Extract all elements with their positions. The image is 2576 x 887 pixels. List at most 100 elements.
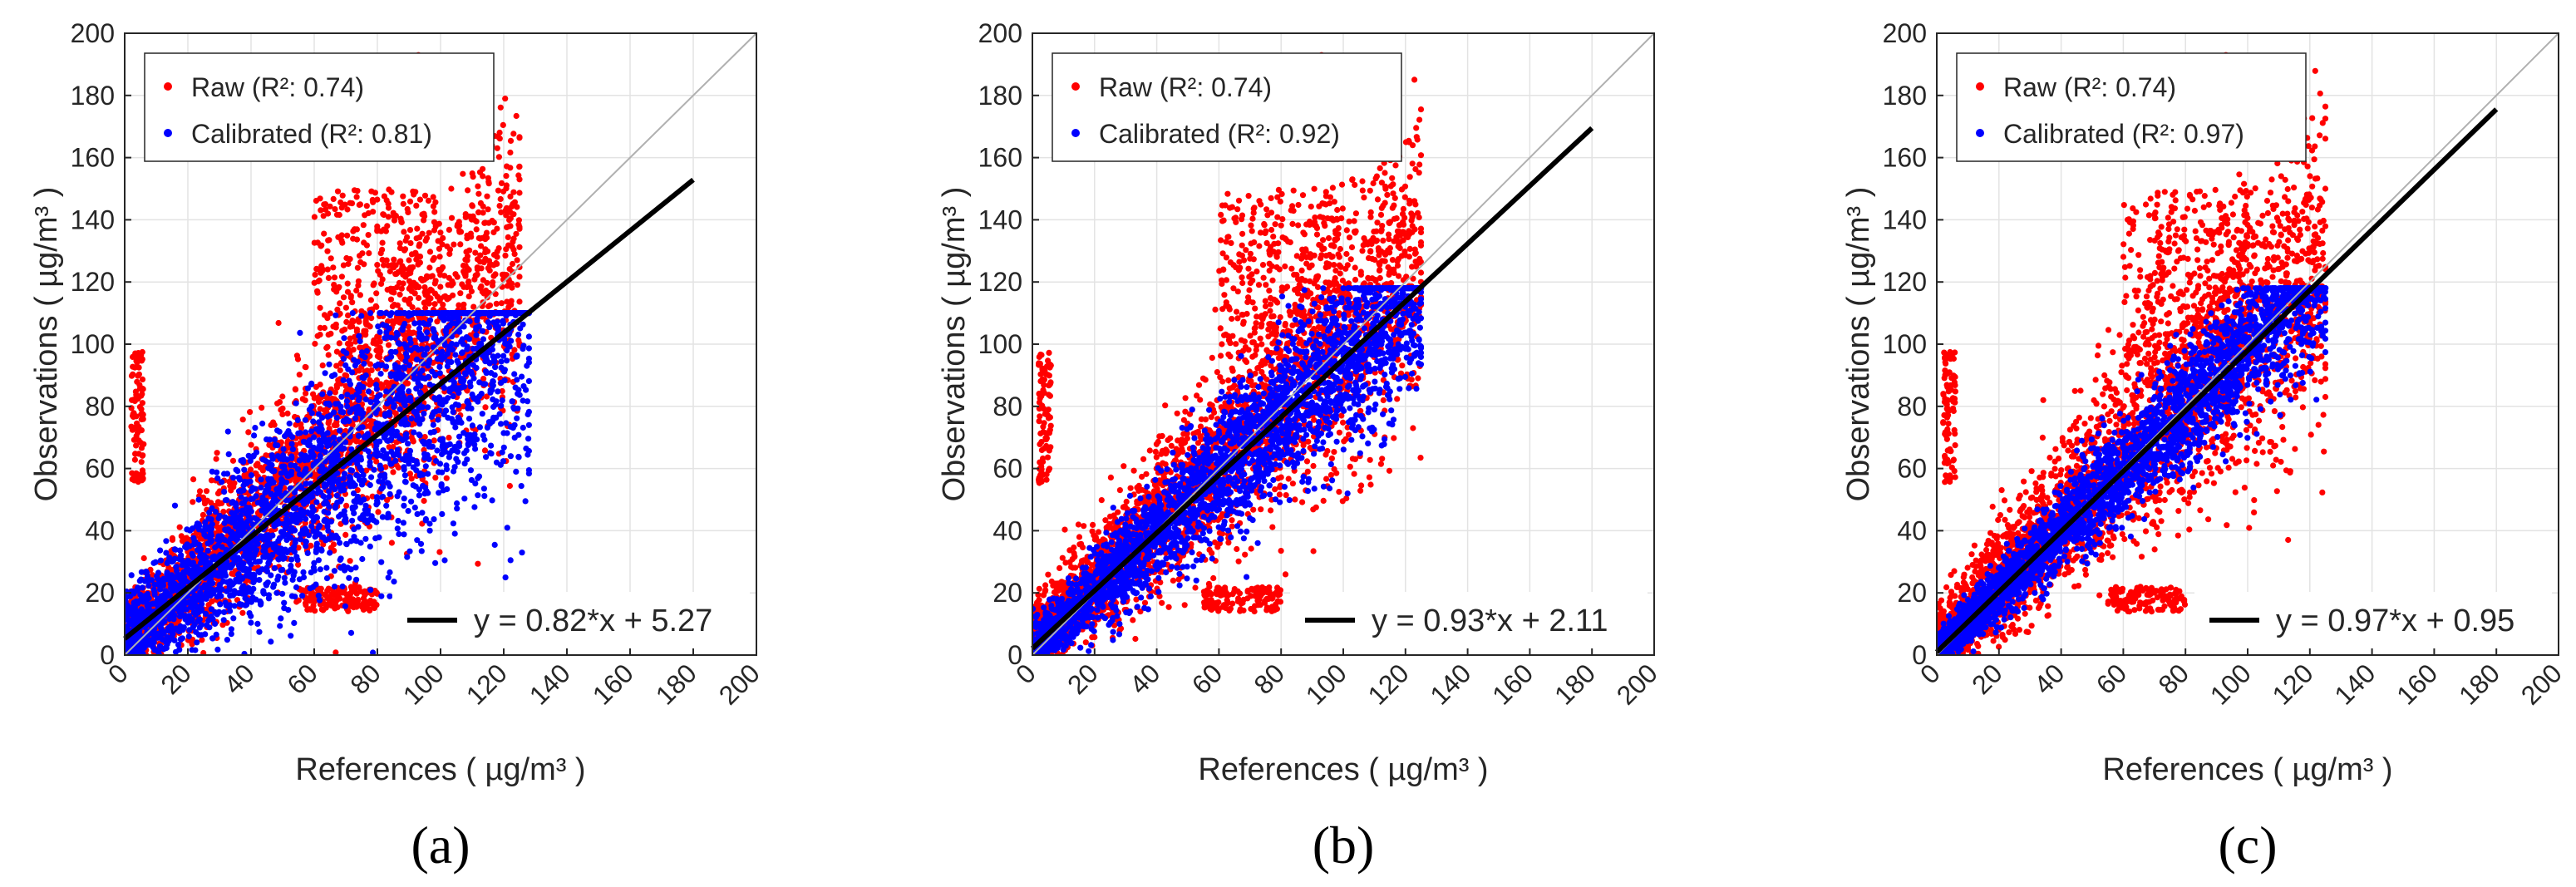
raw-point — [485, 248, 491, 254]
raw-point — [190, 476, 197, 483]
raw-point — [516, 190, 523, 196]
raw-point — [373, 377, 380, 383]
raw-point — [444, 296, 451, 303]
raw-point — [448, 282, 455, 288]
raw-point — [352, 338, 359, 345]
raw-point — [304, 606, 311, 614]
raw-point — [377, 271, 383, 278]
calibrated-point — [277, 623, 283, 629]
raw-point — [484, 193, 490, 200]
raw-point — [389, 318, 396, 325]
calibrated-point — [396, 489, 402, 495]
calibrated-point — [293, 400, 299, 407]
raw-point — [199, 511, 206, 519]
calibrated-point — [138, 569, 145, 575]
raw-point — [336, 589, 342, 596]
raw-point — [203, 488, 210, 495]
raw-point — [472, 249, 479, 256]
raw-point — [332, 599, 339, 605]
raw-point — [480, 277, 487, 283]
raw-point — [140, 386, 146, 392]
calibrated-point — [469, 422, 476, 429]
raw-point — [421, 284, 428, 291]
raw-point — [220, 508, 227, 515]
calibrated-point — [396, 406, 403, 412]
calibrated-point — [288, 441, 295, 447]
calibrated-point — [239, 456, 246, 463]
raw-point — [314, 289, 321, 296]
raw-point — [189, 641, 195, 648]
raw-point — [358, 308, 365, 314]
calibrated-point — [406, 388, 412, 395]
calibrated-point — [300, 574, 308, 581]
calibrated-point — [401, 502, 407, 509]
calibrated-point — [421, 411, 427, 417]
raw-point — [138, 474, 145, 480]
raw-point — [327, 595, 333, 603]
calibrated-point — [515, 405, 521, 411]
raw-point — [354, 487, 361, 494]
raw-point — [510, 235, 517, 242]
raw-point — [508, 302, 515, 308]
raw-point — [361, 328, 367, 334]
raw-point — [338, 232, 345, 239]
raw-point — [401, 296, 408, 303]
calibrated-point — [411, 320, 418, 327]
raw-point — [169, 536, 176, 544]
raw-point — [451, 241, 457, 248]
raw-point — [374, 223, 381, 229]
raw-point — [431, 219, 438, 225]
raw-point — [510, 131, 517, 137]
raw-point — [336, 340, 342, 347]
raw-point — [357, 253, 363, 259]
calibrated-point — [238, 488, 245, 495]
raw-point — [279, 405, 286, 411]
calibrated-point — [401, 472, 408, 479]
calibrated-point — [279, 590, 286, 597]
raw-point — [357, 259, 364, 265]
raw-point — [401, 336, 408, 342]
raw-point — [303, 600, 309, 607]
raw-point — [474, 271, 480, 278]
calibrated-point — [426, 527, 433, 534]
calibrated-point — [470, 362, 477, 368]
calibrated-point — [327, 390, 333, 397]
calibrated-point — [338, 393, 345, 400]
raw-point — [406, 257, 412, 264]
raw-point — [131, 456, 138, 463]
raw-point — [317, 268, 323, 274]
raw-point — [437, 229, 444, 236]
raw-point — [335, 284, 342, 291]
raw-point — [347, 323, 353, 330]
calibrated-point — [416, 492, 422, 499]
raw-point — [406, 198, 414, 205]
raw-point — [504, 163, 510, 170]
calibrated-point — [515, 331, 522, 338]
calibrated-point — [209, 505, 215, 512]
calibrated-point — [427, 429, 434, 436]
calibrated-point — [190, 553, 196, 559]
calibrated-point — [281, 599, 288, 606]
raw-point — [406, 285, 412, 292]
calibrated-point — [384, 514, 391, 520]
raw-point — [375, 509, 382, 515]
raw-point — [469, 170, 475, 177]
raw-point — [436, 549, 443, 555]
raw-point — [384, 286, 391, 293]
raw-point — [419, 277, 426, 283]
raw-point — [514, 257, 520, 264]
raw-point — [367, 377, 373, 383]
calibrated-point — [525, 421, 533, 428]
raw-point — [378, 280, 385, 287]
raw-point — [410, 436, 416, 443]
raw-point — [474, 256, 481, 263]
calibrated-point — [419, 404, 426, 411]
calibrated-point — [352, 504, 358, 510]
raw-point — [388, 540, 395, 546]
raw-point — [469, 202, 475, 209]
raw-point — [384, 223, 391, 229]
raw-point — [239, 416, 246, 423]
raw-point — [391, 256, 397, 263]
raw-point — [398, 285, 405, 292]
calibrated-point — [344, 403, 351, 410]
